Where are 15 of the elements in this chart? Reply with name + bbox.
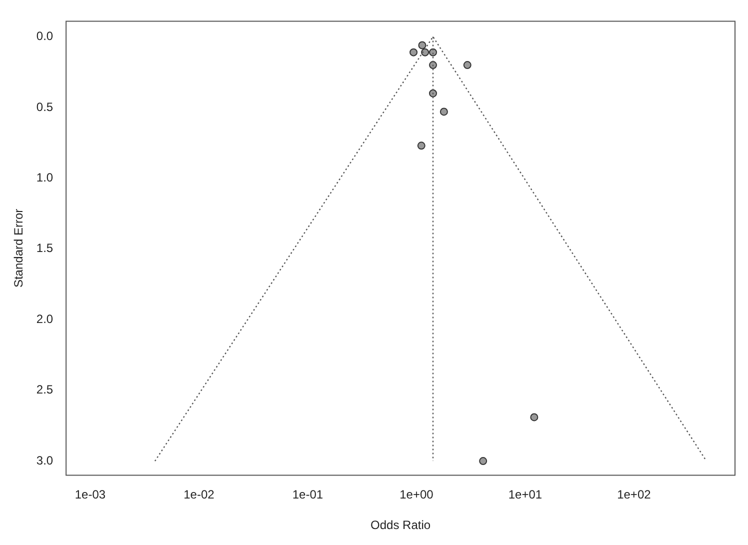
x-tick-label: 1e+01 bbox=[508, 488, 542, 502]
x-axis-title: Odds Ratio bbox=[370, 518, 431, 532]
x-tick-label: 1e-01 bbox=[292, 488, 324, 502]
x-tick-label: 1e-03 bbox=[74, 488, 106, 502]
y-tick-label: 1.5 bbox=[36, 241, 54, 256]
y-tick-label: 2.5 bbox=[36, 382, 54, 397]
x-tick-label: 1e+00 bbox=[400, 488, 434, 502]
x-tick-label: 1e+02 bbox=[617, 488, 652, 502]
y-tick-label: 2.0 bbox=[36, 312, 54, 326]
y-axis-title: Standard Error bbox=[12, 208, 26, 288]
y-tick-label: 0.5 bbox=[36, 100, 54, 114]
y-tick-label: 3.0 bbox=[36, 453, 54, 468]
x-tick-label: 1e-02 bbox=[184, 488, 215, 502]
y-tick-label: 1.0 bbox=[36, 170, 54, 185]
y-tick-label: 0.0 bbox=[36, 29, 54, 44]
